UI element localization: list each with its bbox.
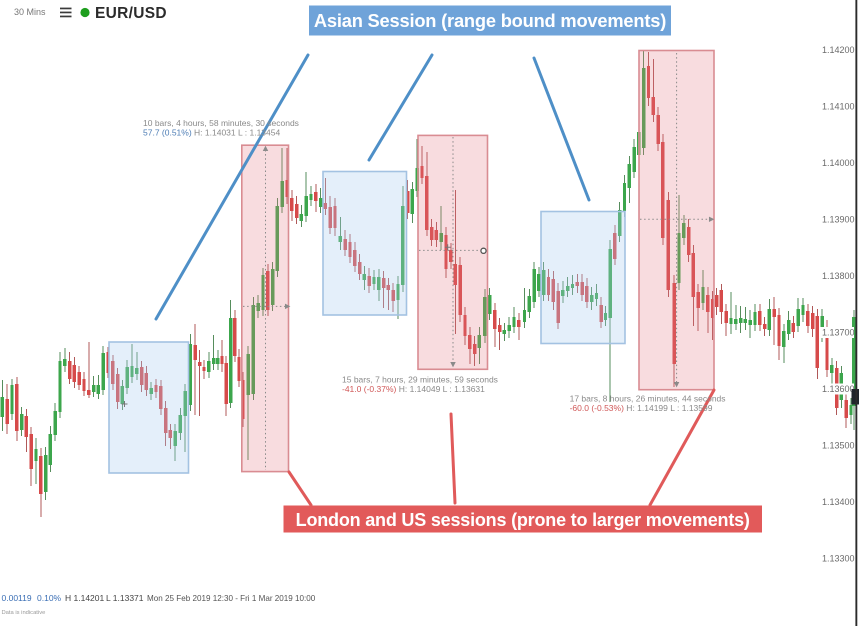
svg-text:1.13700: 1.13700 [822, 328, 855, 338]
svg-text:1.13500: 1.13500 [822, 441, 855, 451]
svg-text:-41.0 (-0.37%) H: 1.14049 L :: -41.0 (-0.37%) H: 1.14049 L : 1.13631 [342, 384, 485, 394]
svg-text:1.14100: 1.14100 [822, 102, 855, 112]
svg-text:1.14200: 1.14200 [822, 45, 855, 55]
svg-text:H 1.14201: H 1.14201 [65, 593, 104, 603]
svg-text:London and US sessions (prone: London and US sessions (prone to larger … [296, 510, 750, 530]
svg-text:1.13400: 1.13400 [822, 497, 855, 507]
svg-text:Mon 25 Feb 2019 12:30 - Fri 1: Mon 25 Feb 2019 12:30 - Fri 1 Mar 2019 1… [147, 594, 316, 603]
svg-text:1.13900: 1.13900 [822, 215, 855, 225]
svg-text:1.13600: 1.13600 [822, 384, 855, 394]
svg-text:0.00119: 0.00119 [2, 593, 32, 603]
svg-text:10 bars, 4 hours, 58 minutes,: 10 bars, 4 hours, 58 minutes, 30 seconds [143, 118, 299, 128]
svg-text:1.14000: 1.14000 [822, 158, 855, 168]
svg-text:1.13300: 1.13300 [822, 554, 855, 564]
svg-text:Asian Session (range bound mov: Asian Session (range bound movements) [314, 10, 666, 31]
svg-text:Data is indicative: Data is indicative [2, 610, 46, 616]
svg-text:57.7 (0.51%) H: 1.14031 L : 1.: 57.7 (0.51%) H: 1.14031 L : 1.13454 [143, 128, 280, 138]
svg-text:EUR/USD: EUR/USD [95, 5, 167, 22]
svg-text:15 bars, 7 hours, 29 minutes,: 15 bars, 7 hours, 29 minutes, 59 seconds [342, 375, 498, 385]
svg-text:0.10%: 0.10% [37, 593, 62, 603]
svg-text:-60.0 (-0.53%) H: 1.14199 L :: -60.0 (-0.53%) H: 1.14199 L : 1.13599 [570, 403, 713, 413]
svg-text:30 Mins: 30 Mins [14, 7, 46, 17]
svg-text:L 1.13371: L 1.13371 [106, 593, 144, 603]
svg-text:17 bars, 8 hours, 26 minutes,: 17 bars, 8 hours, 26 minutes, 44 seconds [570, 394, 726, 404]
svg-text:1.13800: 1.13800 [822, 271, 855, 281]
